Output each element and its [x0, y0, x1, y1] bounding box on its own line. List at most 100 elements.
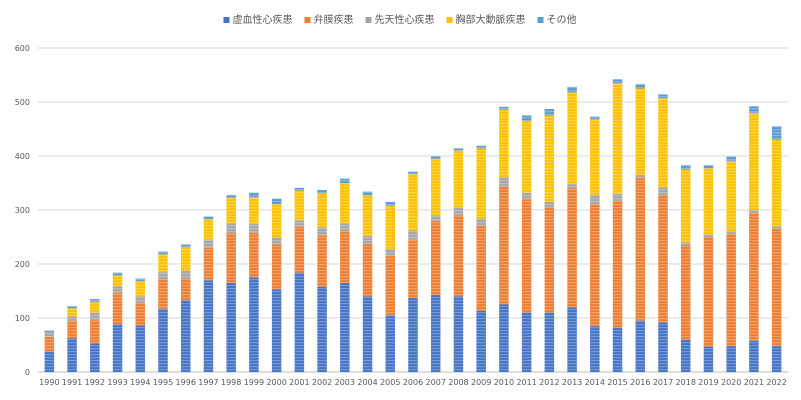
bar-segment	[658, 98, 668, 188]
legend-swatch	[223, 17, 230, 23]
bar-segment	[408, 298, 418, 372]
bar-segment	[590, 194, 600, 205]
bar-segment	[430, 156, 441, 159]
bar-segment	[521, 199, 532, 313]
bar-segment	[226, 194, 236, 198]
x-tick-label: 1990	[39, 378, 59, 387]
bar-segment	[499, 106, 509, 110]
x-tick-label: 1992	[85, 378, 105, 387]
bar-segment	[590, 116, 600, 120]
bar-segment	[203, 239, 214, 248]
bar-segment	[317, 193, 327, 228]
x-tick-label: 2005	[380, 378, 400, 387]
bars	[44, 79, 782, 372]
x-tick-label: 1994	[130, 378, 150, 387]
bar-segment	[408, 239, 418, 299]
bar-segment	[112, 324, 123, 372]
bar-segment	[453, 215, 464, 297]
bar-segment	[408, 171, 418, 174]
bar-segment	[430, 215, 441, 221]
bar-segment	[544, 201, 555, 208]
y-tick-label: 600	[15, 44, 30, 53]
bar-segment	[612, 327, 623, 372]
bar-segment	[44, 331, 55, 337]
bar-segment	[249, 224, 259, 233]
bar-segment	[430, 294, 441, 372]
bar-segment	[521, 312, 532, 372]
x-tick-label: 1993	[107, 378, 127, 387]
bar-segment	[521, 192, 532, 200]
y-tick-label: 100	[15, 314, 30, 323]
bar-segment	[771, 228, 782, 347]
legend-label: 虚血性心疾患	[233, 13, 293, 26]
bar-segment	[90, 320, 100, 344]
bar-segment	[658, 187, 668, 196]
bar-segment	[340, 282, 350, 372]
bar-segment	[226, 197, 236, 224]
bar-segment	[567, 307, 577, 372]
bar-segment	[453, 150, 464, 208]
legend-label: その他	[547, 13, 577, 26]
bar-segment	[726, 346, 736, 372]
bar-segment	[271, 289, 282, 372]
bar-segment	[112, 272, 123, 276]
x-tick-label: 1999	[244, 378, 264, 387]
x-tick-label: 2001	[289, 378, 309, 387]
bar-segment	[249, 277, 259, 372]
bar-segment	[635, 88, 646, 175]
bar-segment	[340, 231, 350, 283]
bar-segment	[749, 340, 759, 372]
bar-segment	[203, 280, 214, 372]
bar-segment	[135, 302, 146, 326]
bar-segment	[703, 346, 714, 372]
bar-segment	[362, 244, 373, 297]
bar-segment	[294, 220, 305, 227]
bar-segment	[612, 79, 623, 84]
bar-segment	[476, 218, 486, 226]
bar-segment	[680, 169, 691, 243]
bar-segment	[249, 197, 259, 225]
legend-label: 胸部大動脈疾患	[456, 13, 526, 26]
bar-segment	[612, 200, 623, 328]
bar-segment	[544, 207, 555, 313]
bar-segment	[726, 231, 736, 234]
x-tick-label: 2008	[448, 378, 468, 387]
bar-segment	[385, 201, 396, 206]
bar-segment	[476, 148, 486, 219]
bar-segment	[612, 193, 623, 201]
x-tick-label: 1997	[198, 378, 218, 387]
bar-segment	[749, 112, 759, 210]
y-tick-label: 200	[15, 260, 30, 269]
bar-segment	[271, 204, 282, 238]
bar-segment	[703, 237, 714, 347]
bar-segment	[203, 247, 214, 281]
bar-segment	[90, 312, 100, 321]
x-tick-label: 2018	[676, 378, 696, 387]
bar-segment	[726, 233, 736, 347]
bar-segment	[135, 281, 146, 297]
bar-segment	[340, 223, 350, 232]
bar-segment	[658, 322, 668, 372]
bar-segment	[226, 282, 236, 372]
x-tick-label: 1991	[62, 378, 82, 387]
legend-item: その他	[537, 13, 577, 26]
bar-segment	[67, 306, 77, 309]
bar-segment	[362, 195, 373, 236]
bar-segment	[453, 148, 464, 151]
legend-swatch	[446, 17, 453, 23]
bar-segment	[180, 247, 191, 271]
bar-segment	[771, 126, 782, 140]
bar-segment	[635, 84, 646, 89]
bar-segment	[90, 299, 100, 302]
bar-segment	[112, 293, 123, 325]
legend-item: 先天性心疾患	[365, 13, 435, 26]
bar-segment	[567, 184, 577, 189]
x-tick-label: 2013	[562, 378, 582, 387]
legend-item: 弁膜疾患	[304, 13, 354, 26]
x-tick-label: 2010	[494, 378, 514, 387]
bar-segment	[590, 204, 600, 327]
bar-segment	[67, 320, 77, 339]
bar-segment	[44, 336, 55, 353]
